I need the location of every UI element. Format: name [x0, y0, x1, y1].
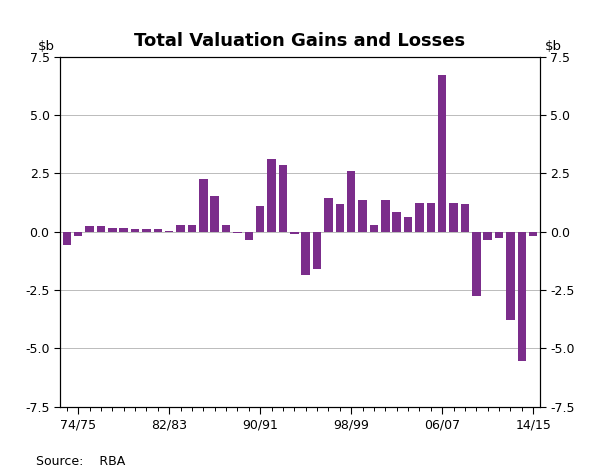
Text: Source:    RBA: Source: RBA: [36, 455, 125, 468]
Title: Total Valuation Gains and Losses: Total Valuation Gains and Losses: [134, 32, 466, 50]
Bar: [301, 232, 310, 275]
Bar: [233, 232, 242, 233]
Bar: [97, 226, 105, 232]
Bar: [278, 165, 287, 232]
Bar: [154, 229, 162, 232]
Bar: [313, 232, 322, 269]
Bar: [495, 232, 503, 237]
Bar: [529, 232, 538, 236]
Bar: [119, 228, 128, 232]
Bar: [85, 226, 94, 232]
Bar: [392, 212, 401, 232]
Text: $b: $b: [38, 40, 55, 53]
Bar: [518, 232, 526, 361]
Bar: [142, 229, 151, 232]
Bar: [381, 200, 389, 232]
Bar: [370, 225, 378, 232]
Bar: [427, 202, 435, 232]
Text: $b: $b: [545, 40, 562, 53]
Bar: [199, 179, 208, 232]
Bar: [472, 232, 481, 296]
Bar: [506, 232, 515, 320]
Bar: [131, 229, 139, 232]
Bar: [188, 225, 196, 232]
Bar: [74, 232, 82, 236]
Bar: [484, 232, 492, 240]
Bar: [165, 231, 173, 232]
Bar: [461, 204, 469, 232]
Bar: [438, 75, 446, 232]
Bar: [62, 232, 71, 245]
Bar: [347, 171, 355, 232]
Bar: [256, 206, 265, 232]
Bar: [245, 232, 253, 240]
Bar: [335, 204, 344, 232]
Bar: [267, 159, 276, 232]
Bar: [449, 202, 458, 232]
Bar: [108, 228, 116, 232]
Bar: [176, 225, 185, 232]
Bar: [358, 200, 367, 232]
Bar: [324, 198, 333, 232]
Bar: [404, 217, 412, 232]
Bar: [211, 196, 219, 232]
Bar: [222, 225, 230, 232]
Bar: [415, 202, 424, 232]
Bar: [290, 232, 299, 234]
